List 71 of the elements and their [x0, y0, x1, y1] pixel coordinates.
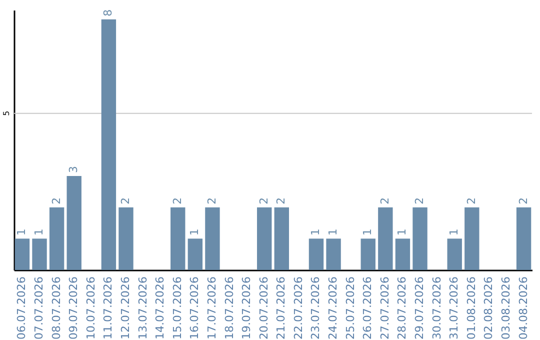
bar — [516, 207, 532, 270]
bar — [170, 207, 186, 270]
x-tick-label: 09.07.2026 — [67, 276, 80, 340]
data-label: 2 — [118, 197, 132, 204]
data-label: 2 — [464, 197, 478, 204]
x-tick-label: 24.07.2026 — [326, 276, 340, 340]
bar — [101, 19, 116, 270]
bar — [32, 238, 47, 270]
x-tick-label: 10.07.2026 — [84, 276, 98, 340]
bar — [395, 238, 410, 270]
x-tick-label: 17.07.2026 — [205, 276, 218, 340]
bar — [257, 207, 272, 270]
data-label: 1 — [15, 228, 28, 236]
x-tick-label: 18.07.2026 — [222, 276, 236, 340]
x-tick-label: 12.07.2026 — [118, 276, 132, 340]
data-label: 2 — [378, 197, 392, 204]
bar — [66, 176, 82, 270]
ref-line-label: 5 — [2, 110, 11, 116]
data-label: 1 — [361, 228, 374, 236]
data-label: 1 — [396, 228, 409, 236]
x-tick-label: 03.08.2026 — [499, 276, 512, 340]
bar — [205, 207, 220, 270]
x-tick-label: 01.08.2026 — [464, 276, 478, 340]
x-tick-label: 19.07.2026 — [240, 276, 254, 340]
data-label: 1 — [448, 228, 461, 236]
bar — [308, 238, 324, 270]
x-tick-label: 28.07.2026 — [396, 276, 409, 340]
x-tick-label: 07.07.2026 — [32, 276, 46, 340]
x-tick-label: 15.07.2026 — [170, 276, 184, 340]
bar — [14, 238, 30, 270]
x-tick-label: 02.08.2026 — [482, 276, 496, 340]
x-tick-label: 26.07.2026 — [361, 276, 374, 340]
data-label: 1 — [326, 228, 340, 236]
data-label: 2 — [257, 197, 270, 204]
x-tick-label: 14.07.2026 — [154, 276, 167, 340]
bar — [412, 207, 428, 270]
x-tick-label: 31.07.2026 — [448, 276, 461, 340]
data-label: 8 — [102, 9, 115, 16]
x-tick-label: 04.08.2026 — [516, 276, 530, 340]
bar — [464, 207, 480, 270]
x-tick-label: 16.07.2026 — [188, 276, 202, 340]
data-label: 1 — [309, 228, 322, 236]
data-label: 2 — [516, 197, 530, 204]
data-label: 2 — [274, 197, 288, 204]
bar — [188, 238, 203, 270]
bar — [447, 238, 462, 270]
x-tick-label: 30.07.2026 — [430, 276, 444, 340]
data-label: 2 — [205, 197, 218, 204]
bar — [360, 238, 376, 270]
bar — [49, 207, 64, 270]
data-label: 2 — [413, 197, 426, 204]
bar — [378, 207, 393, 270]
x-tick-label: 13.07.2026 — [136, 276, 150, 340]
x-tick-label: 27.07.2026 — [378, 276, 392, 340]
bar — [118, 207, 134, 270]
data-label: 2 — [170, 197, 184, 204]
x-tick-label: 29.07.2026 — [413, 276, 426, 340]
x-tick-label: 23.07.2026 — [309, 276, 322, 340]
x-tick-label: 08.07.2026 — [50, 276, 63, 340]
bar — [274, 207, 289, 270]
x-tick-label: 22.07.2026 — [292, 276, 305, 340]
x-tick-label: 06.07.2026 — [15, 276, 28, 340]
x-tick-label: 25.07.2026 — [344, 276, 357, 340]
x-tick-label: 20.07.2026 — [257, 276, 270, 340]
bar — [326, 238, 341, 270]
x-tick-label: 21.07.2026 — [274, 276, 288, 340]
data-label: 1 — [32, 228, 46, 236]
data-label: 3 — [67, 166, 80, 174]
x-tick-label: 11.07.2026 — [102, 276, 115, 340]
data-label: 2 — [50, 197, 63, 204]
data-label: 1 — [188, 228, 202, 236]
